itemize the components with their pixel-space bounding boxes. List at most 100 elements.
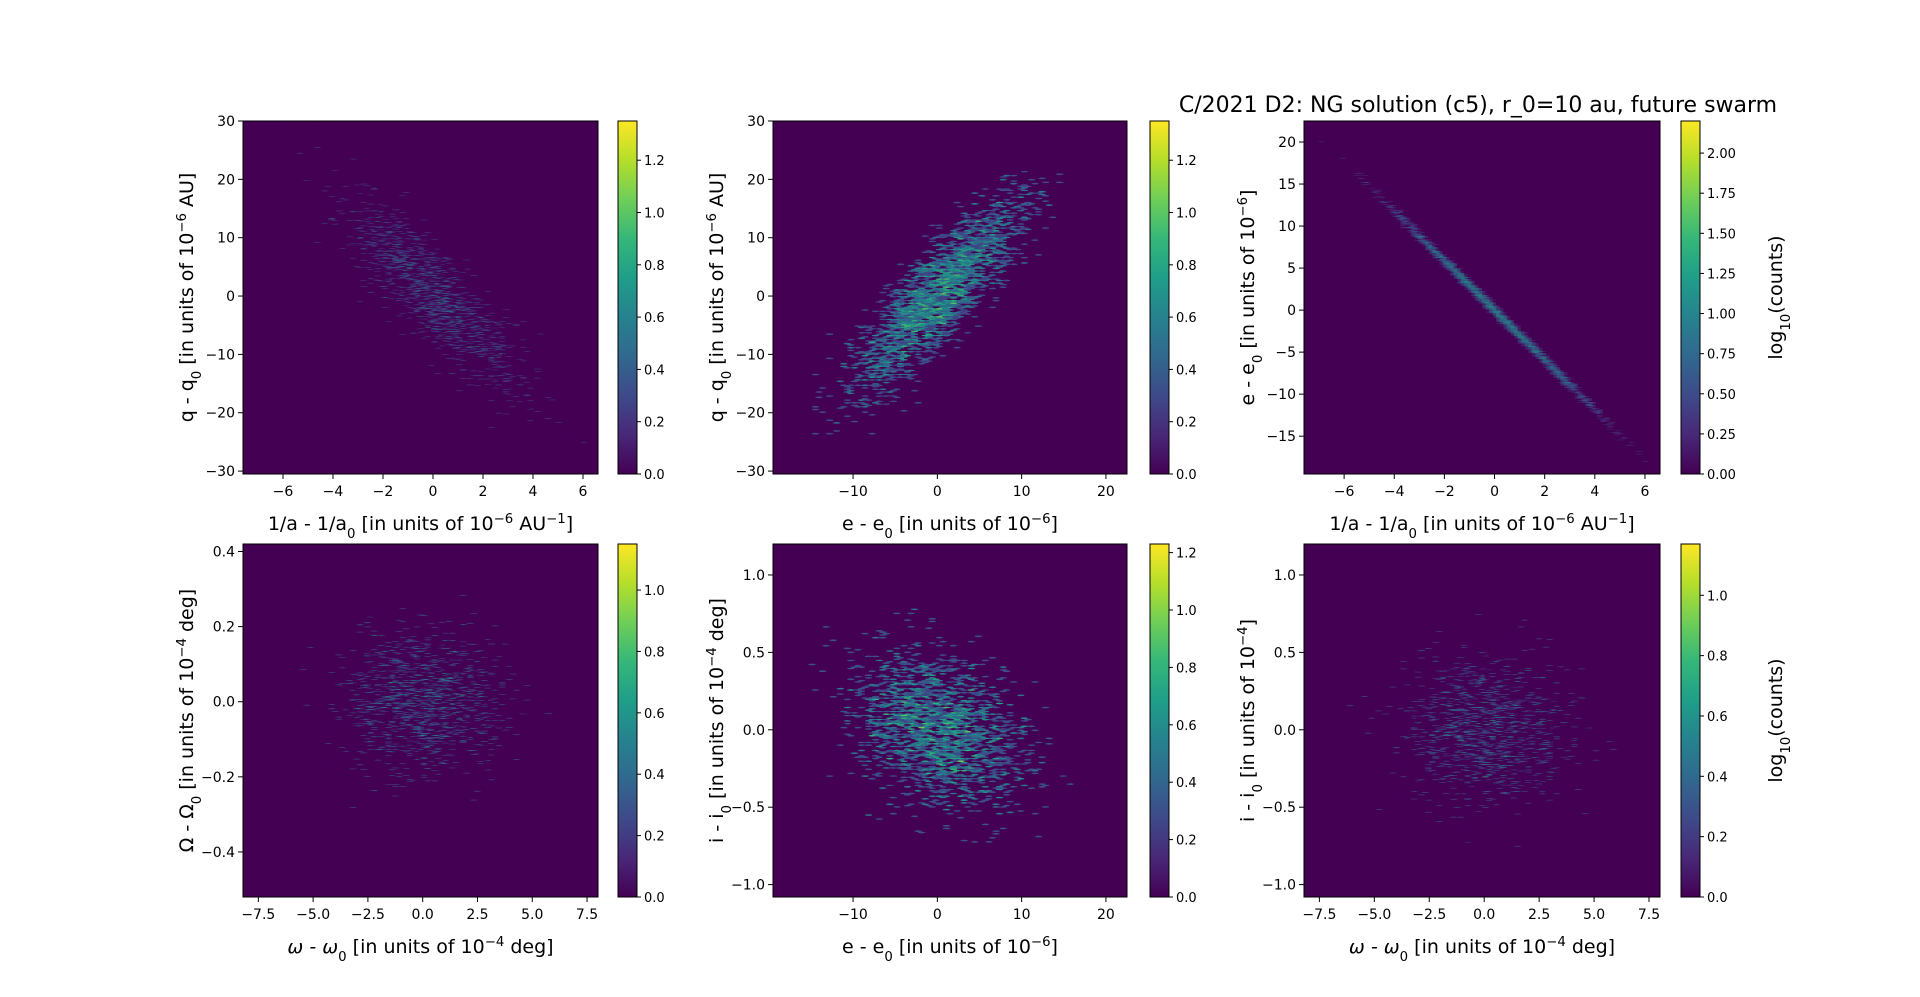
- hexbin-cell: [605, 428, 612, 429]
- hexbin-cell: [445, 358, 453, 359]
- hexbin-cell: [456, 314, 464, 315]
- hexbin-cell: [381, 235, 389, 237]
- hexbin-cell: [374, 285, 382, 287]
- hexbin-cell: [452, 351, 460, 352]
- hexbin-cell: [541, 374, 549, 375]
- hexbin-cell: [360, 322, 368, 324]
- hexbin-cell: [367, 224, 375, 226]
- hexbin-cell: [434, 348, 442, 350]
- hexbin-cell: [399, 238, 407, 240]
- hexbin-cell: [992, 297, 1000, 299]
- hexbin-cell: [1035, 186, 1042, 189]
- hexbin-cell: [385, 254, 393, 255]
- hexbin-cell: [409, 325, 417, 327]
- hexbin-cell: [502, 352, 510, 354]
- hexbin-cell: [964, 326, 972, 329]
- hexbin-cell: [441, 316, 449, 318]
- hexbin-cell: [356, 293, 364, 294]
- hexbin-cell: [353, 301, 361, 303]
- hexbin-cell: [367, 214, 375, 216]
- hexbin-cell: [470, 273, 478, 274]
- hexbin-cell: [296, 172, 304, 174]
- hexbin-cell: [434, 288, 442, 290]
- hexbin-cell: [392, 228, 400, 230]
- hexbin-cell: [399, 300, 407, 302]
- hexbin-cell: [317, 199, 325, 200]
- hexbin-cell: [527, 432, 535, 433]
- hexbin-cell: [459, 288, 467, 289]
- hexbin-cell: [360, 231, 368, 232]
- hexbin-cell: [459, 310, 467, 311]
- hexbin-cell: [388, 239, 396, 240]
- hexbin-cell: [374, 254, 382, 256]
- hexbin-cell: [456, 301, 464, 303]
- hexbin-cell: [459, 357, 467, 358]
- hexbin-cell: [413, 251, 421, 253]
- hexbin-cell: [484, 326, 492, 328]
- hexbin-cell: [420, 249, 428, 251]
- hexbin-cell: [879, 364, 887, 366]
- hexbin-cell: [470, 298, 478, 300]
- hexbin-cell: [960, 241, 968, 244]
- hexbin-cell: [893, 345, 901, 348]
- hexbin-cell: [431, 250, 439, 251]
- hexbin-cell: [996, 293, 1004, 295]
- hexbin-cell: [424, 282, 432, 284]
- colorbar-tick-label: 0.0: [644, 468, 665, 483]
- hexbin-cell: [413, 260, 421, 262]
- hexbin-cell: [527, 386, 535, 388]
- hexbin-cell: [466, 320, 474, 321]
- hexbin-cell: [427, 223, 435, 224]
- hexbin-cell: [445, 301, 453, 303]
- hexbin-cell: [406, 277, 414, 279]
- hexbin-cell: [512, 333, 520, 334]
- hexbin-cell: [399, 326, 407, 327]
- hexbin-cell: [537, 413, 545, 415]
- hexbin-cell: [388, 219, 396, 220]
- hexbin-cell: [399, 254, 407, 255]
- hexbin-cell: [388, 263, 396, 265]
- hexbin-cell: [974, 266, 982, 268]
- hexbin-cell: [345, 252, 354, 254]
- hexbin-cell: [900, 294, 908, 297]
- hexbin-cell: [388, 261, 396, 262]
- hexbin-cell: [491, 394, 499, 395]
- hexbin-cell: [399, 287, 407, 289]
- hexbin-cell: [896, 336, 904, 338]
- hexbin-cell: [445, 296, 453, 298]
- hexbin-cell: [246, 177, 254, 178]
- hexbin-cell: [409, 297, 417, 298]
- hexbin-cell: [470, 276, 478, 278]
- hexbin-cell: [374, 253, 382, 255]
- hexbin-cell: [360, 235, 368, 237]
- hexbin-cell: [392, 294, 400, 295]
- hexbin-cell: [395, 279, 403, 280]
- hexbin-cell: [434, 294, 442, 295]
- hexbin-cell: [420, 231, 428, 233]
- hexbin-cell: [349, 189, 357, 191]
- hexbin-cell: [413, 293, 421, 294]
- hexbin-cell: [1003, 263, 1011, 266]
- hexbin-cell: [409, 252, 417, 254]
- hexbin-cell: [392, 218, 400, 220]
- hexbin-cell: [434, 260, 442, 262]
- hexbin-cell: [519, 372, 527, 373]
- hexbin-cell: [416, 321, 425, 323]
- hexbin-cell: [409, 357, 417, 358]
- hexbin-cell: [466, 318, 474, 319]
- hexbin-cell: [413, 240, 421, 242]
- hexbin-cell: [886, 297, 894, 299]
- hexbin-cell: [424, 326, 432, 328]
- hexbin-cell: [377, 255, 385, 256]
- hexbin-cell: [409, 294, 417, 296]
- y-tick-label: −10: [205, 347, 235, 363]
- hexbin-cell: [363, 280, 371, 282]
- hexbin-cell: [388, 300, 396, 301]
- hexbin-cell: [487, 361, 496, 362]
- hexbin-cell: [562, 376, 570, 377]
- hexbin-cell: [349, 222, 357, 223]
- hexbin-cell: [523, 341, 531, 342]
- hexbin-cell: [438, 337, 446, 338]
- hexbin-cell: [456, 362, 464, 363]
- hexbin-cell: [441, 357, 449, 359]
